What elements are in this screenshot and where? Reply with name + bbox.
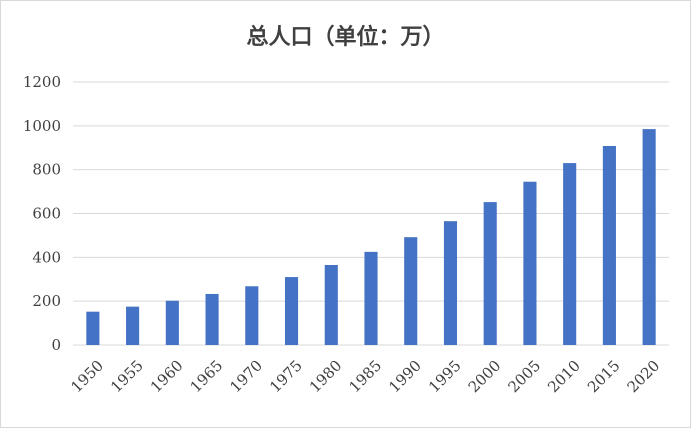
bar — [443, 221, 458, 345]
x-tick-label: 2015 — [584, 357, 624, 397]
bar — [642, 129, 656, 345]
bar — [483, 202, 497, 345]
bar — [165, 300, 179, 345]
x-tick-label: 1950 — [67, 357, 107, 397]
bar — [602, 145, 616, 345]
x-tick-label: 2020 — [624, 357, 664, 397]
bar — [126, 306, 140, 345]
x-tick-label: 1995 — [425, 357, 465, 397]
x-tick-label: 1980 — [306, 357, 346, 397]
x-tick-label: 1955 — [107, 357, 147, 397]
y-tick-label: 1200 — [23, 73, 61, 91]
bar — [324, 265, 338, 345]
x-tick-label: 1960 — [147, 357, 187, 397]
x-tick-label: 1975 — [266, 357, 306, 397]
bar — [284, 277, 299, 345]
bar — [404, 237, 418, 345]
bar — [563, 163, 577, 345]
y-tick-label: 0 — [51, 336, 61, 354]
x-tick-label: 2000 — [465, 357, 505, 397]
x-tick-label: 2010 — [544, 357, 584, 397]
bar — [245, 286, 259, 345]
bar — [523, 181, 537, 345]
chart-title: 总人口（单位：万） — [246, 25, 445, 50]
x-tick-label: 2005 — [504, 357, 544, 397]
x-tick-label: 1970 — [226, 357, 266, 397]
bar — [364, 251, 378, 345]
y-tick-label: 400 — [32, 248, 61, 266]
y-tick-label: 800 — [32, 161, 61, 179]
x-tick-label: 1990 — [385, 357, 425, 397]
x-tick-label: 1965 — [187, 357, 227, 397]
x-tick-label: 1985 — [346, 357, 386, 397]
bar — [205, 293, 219, 345]
y-tick-label: 600 — [32, 205, 61, 223]
y-tick-label: 200 — [32, 292, 61, 310]
y-tick-label: 1000 — [23, 117, 61, 135]
bar — [86, 311, 100, 345]
